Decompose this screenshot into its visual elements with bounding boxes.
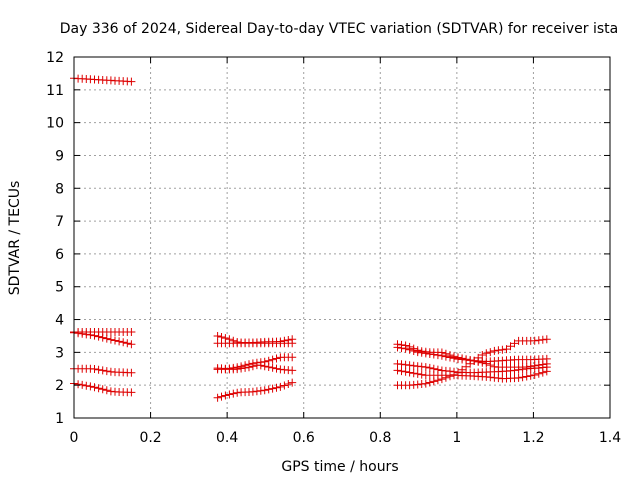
y-tick-label: 10 [46,116,64,132]
y-tick-label: 8 [55,181,64,197]
plot-frame [73,56,611,419]
y-tick-label: 1 [55,411,64,427]
series-track-i [213,361,297,375]
data-point-marks [213,339,297,348]
x-tick-label: 0.8 [369,430,391,446]
x-tick-label: 0.2 [139,430,161,446]
x-tick-label: 0.4 [216,430,238,446]
series-track-j [213,378,297,402]
y-tick-label: 5 [55,280,64,296]
data-point-marks [213,378,297,402]
x-tick-label: 1.4 [599,430,621,446]
y-tick-label: 6 [55,247,64,263]
y-tick-label: 12 [46,50,64,66]
y-tick-label: 9 [55,148,64,164]
x-tick-label: 0 [70,430,79,446]
y-tick-label: 3 [55,345,64,361]
y-tick-label: 4 [55,313,64,329]
data-point-marks [393,335,551,390]
y-tick-label: 2 [55,378,64,394]
series-track-o [393,335,551,390]
x-tick-label: 1 [452,430,461,446]
data-point-marks [213,361,297,375]
x-tick-label: 0.6 [293,430,315,446]
grid-layer [74,57,610,418]
y-tick-label: 7 [55,214,64,230]
chart-title: Day 336 of 2024, Sidereal Day-to-day VTE… [60,21,618,37]
y-axis-label: SDTVAR / TECUs [7,181,23,296]
x-axis-label: GPS time / hours [281,459,398,475]
x-tick-label: 1.2 [522,430,544,446]
y-tick-label: 11 [46,83,64,99]
series-track-g [213,339,297,348]
